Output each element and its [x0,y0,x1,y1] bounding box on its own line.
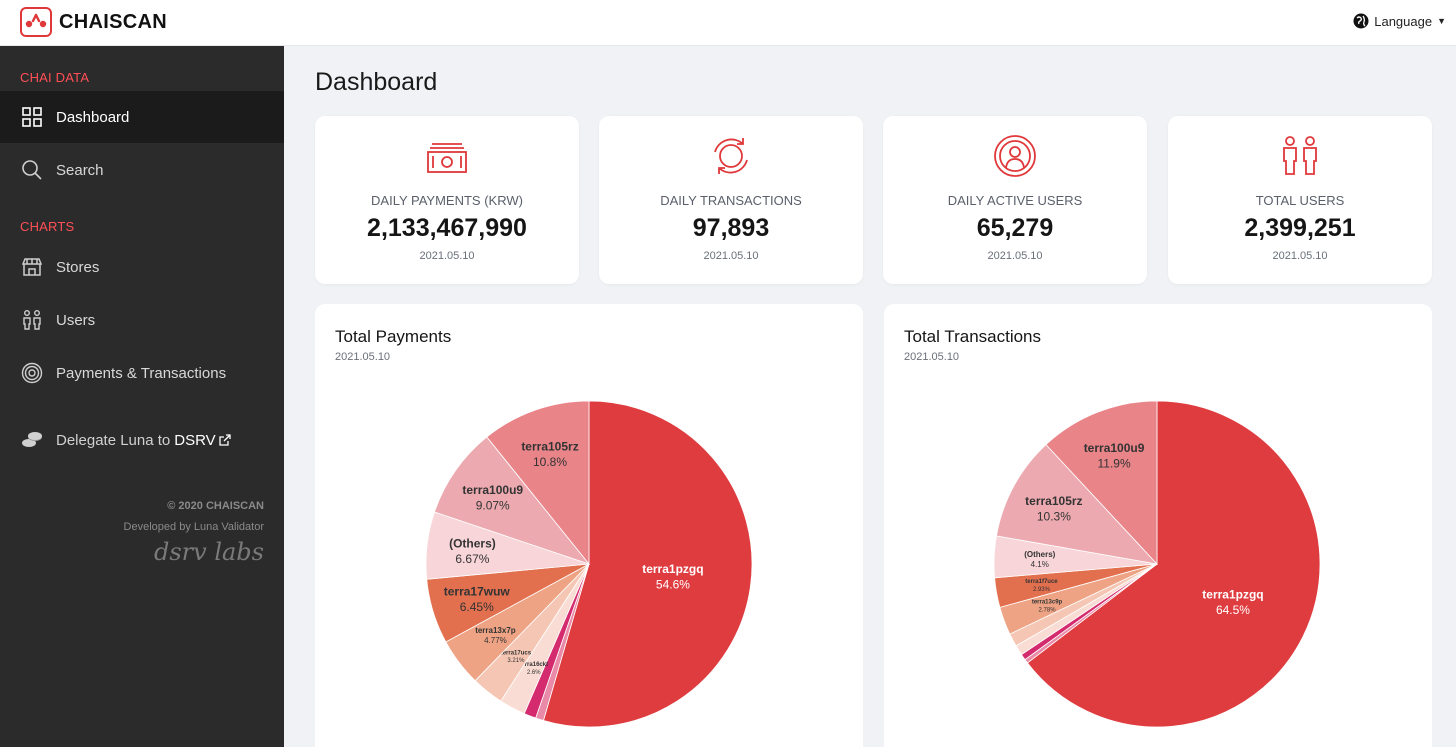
dsrv-labs-logo: dsrv labs [153,538,264,566]
pie-slice-percent: 4.1% [1031,560,1049,569]
globe-icon [1353,13,1369,29]
users-icon [21,309,43,331]
chart-title: Total Transactions [904,327,1042,346]
pie-slice-terra105rz[interactable] [486,400,590,566]
language-selector[interactable]: Language ▼ [1353,13,1446,29]
pie-slice-label: (Others) [449,537,496,551]
chart-date: 2021.05.10 [904,351,960,363]
store-icon [21,256,43,278]
people-icon [1283,136,1317,175]
stat-card-daily-transactions: DAILY TRANSACTIONS 97,893 2021.05.10 [599,116,863,284]
grid-icon [21,106,43,128]
stat-date: 2021.05.10 [703,250,759,262]
stat-value: 2,399,251 [1244,214,1356,242]
pie-slice-percent: 2.6% [527,670,541,676]
pie-slice-percent: 9.07% [476,498,510,512]
sidebar-item-payments-transactions[interactable]: Payments & Transactions [0,347,284,399]
search-icon [21,159,43,181]
pie-slice-percent: 6.45% [460,600,494,614]
pie-slice-terra100u9[interactable] [1045,400,1158,566]
stat-date: 2021.05.10 [1272,250,1328,262]
brand-name[interactable]: CHAISCAN [59,11,167,33]
language-label: Language [1374,13,1433,29]
delegate-text: Delegate Luna to [56,431,171,449]
sidebar: CHAI DATA Dashboard Search CHARTS Stores [0,46,284,747]
sidebar-item-label: Search [56,161,104,179]
pie-slice-label: terra1pzgq [642,562,703,576]
chart-title: Total Payments [335,327,452,346]
pie-slice-label: terra13x7p [475,626,516,635]
sidebar-item-label: Dashboard [56,108,130,126]
sidebar-item-label: Payments & Transactions [56,364,227,382]
pie-slice-percent: 11.9% [1097,456,1130,470]
chaiscan-logo-icon[interactable] [20,7,52,37]
pie-slice-percent: 2.93% [1033,587,1051,593]
pie-slice-label: (Others) [1024,550,1055,559]
pie-slice-label: terra1pzgq [1202,588,1263,602]
pie-slice-terra1pzgq[interactable] [1026,400,1321,728]
dsrv-link[interactable]: DSRV [174,431,216,449]
cash-icon [427,143,467,173]
coins-stack-icon [21,431,43,449]
stat-card-daily-payments: DAILY PAYMENTS (KRW) 2,133,467,990 2021.… [315,116,579,284]
sidebar-item-users[interactable]: Users [0,294,284,346]
caret-down-icon: ▼ [1437,16,1446,26]
chart-date: 2021.05.10 [335,351,391,363]
stat-label: DAILY ACTIVE USERS [947,193,1083,208]
pie-slice-label: terra105rz [1025,494,1082,508]
pie-slice-percent: 10.8% [533,455,567,469]
pie-slice-terra100u9[interactable] [433,436,591,565]
pie-slice-percent: 3.21% [507,658,525,664]
stat-value: 2,133,467,990 [367,214,527,242]
cycle-icon [714,138,748,174]
top-bar: CHAISCAN Language ▼ [0,0,1456,46]
external-link-icon [219,434,231,446]
stat-value: 65,279 [976,214,1054,242]
developer-credit: Developed by Luna Validator [123,521,264,533]
pie-slice-label: terra100u9 [462,483,523,497]
pie-slice-label: terra16ckt [519,662,548,668]
pie-slice-label: terra1f7uce [1025,579,1058,585]
chart-card-total-transactions: Total Transactions 2021.05.10 terra1pzgq… [884,304,1432,747]
sidebar-item-label: Stores [56,258,100,276]
sidebar-item-search[interactable]: Search [0,144,284,196]
active-user-icon [994,135,1036,177]
section-title-chai-data: CHAI DATA [20,70,90,85]
pie-slice-percent: 2.78% [1039,607,1057,613]
delegate-link[interactable]: Delegate Luna to DSRV [21,431,231,449]
page-title: Dashboard [315,68,438,96]
total-payments-pie-chart: terra1pzgq 54.6% terra16ckt 2.6% terra17ucs 3… [425,400,753,728]
chart-card-total-payments: Total Payments 2021.05.10 terra1pzgq 54.6… [315,304,863,747]
copyright-text: © 2020 CHAISCAN [167,500,264,512]
stat-value: 97,893 [692,214,770,242]
pie-slice-label: terra100u9 [1084,441,1145,455]
pie-slice-label: terra13c9p [1032,599,1063,605]
stat-label: DAILY TRANSACTIONS [660,193,802,208]
pie-slice-terra105rz[interactable] [995,444,1159,565]
stat-date: 2021.05.10 [419,250,475,262]
section-title-charts: CHARTS [20,219,75,234]
stat-date: 2021.05.10 [987,250,1043,262]
sidebar-item-label: Users [56,311,96,329]
stat-label: TOTAL USERS [1255,193,1345,208]
pie-slice-percent: 4.77% [484,636,507,645]
pie-slice-terra1pzgq[interactable] [542,400,753,728]
stat-card-total-users: TOTAL USERS 2,399,251 2021.05.10 [1168,116,1432,284]
pie-slice-percent: 54.6% [656,578,690,592]
pie-slice-label: terra17ucs [501,650,532,656]
stat-label: DAILY PAYMENTS (KRW) [371,193,523,208]
pie-slice-percent: 6.67% [455,552,489,566]
coin-icon [21,362,43,384]
sidebar-item-stores[interactable]: Stores [0,241,284,293]
pie-slice-label: terra17wuw [444,584,511,598]
pie-slice-percent: 10.3% [1037,510,1071,524]
stat-card-daily-active-users: DAILY ACTIVE USERS 65,279 2021.05.10 [883,116,1147,284]
pie-slice-percent: 64.5% [1216,603,1250,617]
sidebar-item-dashboard[interactable]: Dashboard [0,91,284,143]
pie-slice-label: terra105rz [521,439,578,453]
